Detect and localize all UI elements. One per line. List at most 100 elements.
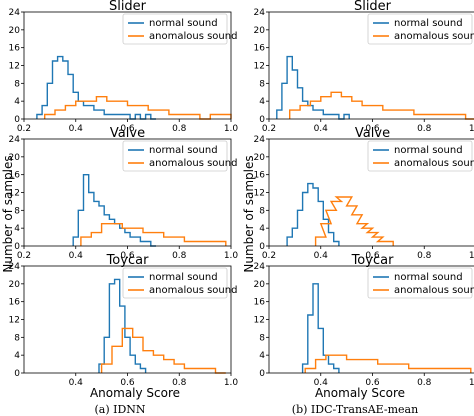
legend-label-anomalous: anomalous sound	[149, 158, 237, 169]
y-tick-label: 8	[14, 206, 20, 216]
x-tick-label: 0.6	[120, 378, 135, 388]
x-tick-label: 0.6	[365, 251, 380, 261]
y-tick-label: 16	[9, 44, 21, 54]
y-tick-label: 4	[14, 351, 20, 361]
histogram-anomalous	[44, 96, 232, 120]
legend-label-anomalous: anomalous sound	[394, 158, 474, 169]
x-tick-label: 0.4	[69, 124, 84, 134]
y-tick-label: 16	[254, 44, 266, 54]
y-tick-label: 4	[259, 224, 265, 234]
histogram-normal	[72, 174, 156, 247]
x-tick-label: 0.6	[365, 124, 380, 134]
histogram-anomalous	[304, 354, 472, 373]
x-tick-label: 1.0	[224, 124, 239, 134]
legend-label-normal: normal sound	[394, 18, 463, 29]
legend-label-anomalous: anomalous sound	[394, 285, 474, 296]
caption-b: (b) IDC-TransAE-mean	[292, 403, 418, 416]
histogram-normal	[276, 55, 350, 120]
y-tick-label: 16	[254, 171, 266, 181]
legend-box	[367, 267, 473, 299]
y-tick-label: 24	[254, 262, 266, 272]
legend-label-normal: normal sound	[394, 272, 463, 283]
y-tick-label: 16	[9, 171, 21, 181]
histogram-anomalous	[100, 327, 226, 374]
x-tick-label: 1.0	[469, 124, 474, 134]
x-axis-label-right: Anomaly Score	[315, 386, 405, 400]
panel-slider-0: Slider 0 4 8 12 16 20 24 0.2 0.4 0.6 0.8 1.0 normal s…	[9, 0, 239, 134]
x-tick-label: 0.6	[120, 124, 135, 134]
y-tick-label: 8	[259, 333, 265, 343]
legend-label-normal: normal sound	[149, 272, 218, 283]
x-tick-label: 0.8	[172, 251, 187, 261]
histogram-normal	[36, 55, 156, 120]
y-tick-label: 24	[9, 262, 21, 272]
panel-title: Valve	[355, 126, 390, 141]
y-tick-label: 20	[9, 153, 21, 163]
x-tick-label: 0.4	[69, 378, 84, 388]
panel-toycar-0: Toycar 0 4 8 12 16 20 24 0.4 0.6 0.8 1.0 normal soun…	[9, 253, 239, 388]
x-axis-label-left: Anomaly Score	[90, 386, 180, 400]
y-tick-label: 20	[9, 280, 21, 290]
histogram-normal	[301, 283, 340, 373]
legend-label-anomalous: anomalous sound	[149, 31, 237, 42]
panel-slider-1: Slider 0 4 8 12 16 20 24 0.2 0.4 0.6 0.8 1.0 normal s…	[254, 0, 474, 134]
legend-box	[367, 140, 473, 172]
legend-box	[122, 13, 228, 45]
legend-label-normal: normal sound	[394, 145, 463, 156]
x-tick-label: 1.0	[224, 378, 239, 388]
y-axis-label-left: Number of samples	[1, 155, 15, 272]
panel-toycar-1: Toycar 0 4 8 12 16 20 24 0.4 0.6 0.8 1.0 normal soun…	[254, 253, 474, 388]
panel-title: Slider	[109, 0, 147, 14]
y-tick-label: 12	[254, 189, 265, 199]
legend-box	[367, 13, 473, 45]
legend-label-normal: normal sound	[149, 145, 218, 156]
y-axis-label-right: Number of samples	[242, 155, 256, 272]
y-tick-label: 24	[9, 8, 21, 18]
y-tick-label: 8	[259, 79, 265, 89]
x-tick-label: 0.2	[262, 251, 276, 261]
y-tick-label: 8	[259, 206, 265, 216]
x-tick-label: 0.2	[262, 124, 276, 134]
x-tick-label: 0.8	[417, 378, 432, 388]
x-tick-label: 0.2	[17, 124, 31, 134]
y-tick-label: 16	[254, 298, 266, 308]
x-tick-label: 0.4	[69, 251, 84, 261]
legend-box	[122, 140, 228, 172]
y-tick-label: 24	[254, 135, 266, 145]
legend-label-anomalous: anomalous sound	[149, 285, 237, 296]
histogram-anomalous	[289, 91, 474, 120]
y-tick-label: 16	[9, 298, 21, 308]
histogram-anomalous	[80, 223, 227, 246]
y-tick-label: 0	[14, 115, 20, 125]
x-tick-label: 0.4	[314, 378, 329, 388]
y-tick-label: 24	[254, 8, 266, 18]
y-tick-label: 0	[259, 115, 265, 125]
legend-box	[122, 267, 228, 299]
y-tick-label: 12	[9, 189, 20, 199]
caption-a: (a) IDNN	[94, 403, 145, 416]
x-tick-label: 1.0	[224, 251, 239, 261]
x-tick-label: 0.8	[417, 124, 432, 134]
y-tick-label: 12	[9, 316, 20, 326]
y-tick-label: 20	[254, 26, 266, 36]
x-tick-label: 1.0	[469, 378, 474, 388]
y-tick-label: 0	[14, 242, 20, 252]
x-tick-label: 1.0	[469, 251, 474, 261]
y-tick-label: 4	[14, 97, 20, 107]
x-tick-label: 0.8	[172, 124, 187, 134]
legend-label-normal: normal sound	[149, 18, 218, 29]
y-tick-label: 4	[14, 224, 20, 234]
panel-title: Slider	[354, 0, 392, 14]
x-tick-label: 0.2	[17, 251, 31, 261]
y-tick-label: 4	[259, 351, 265, 361]
y-tick-label: 12	[254, 62, 265, 72]
histogram-anomalous	[314, 196, 394, 246]
y-tick-label: 8	[14, 333, 20, 343]
y-tick-label: 12	[254, 316, 265, 326]
y-tick-label: 0	[259, 369, 265, 379]
histogram-normal	[286, 182, 340, 246]
